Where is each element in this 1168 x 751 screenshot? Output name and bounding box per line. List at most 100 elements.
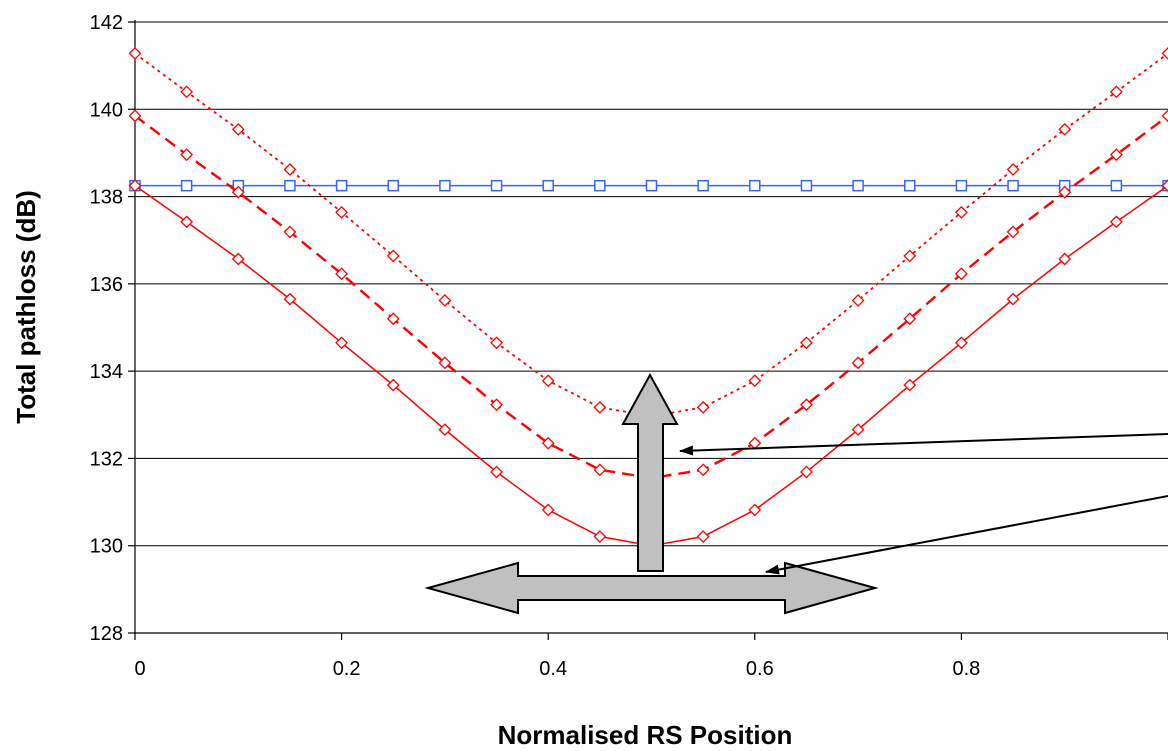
series-3-point-16 (954, 205, 968, 219)
series-2-point-9 (593, 463, 607, 477)
series-2-point-2 (231, 185, 245, 199)
series-1-point-1 (180, 215, 194, 229)
series-1-point-16 (954, 336, 968, 350)
series-1-point-3 (283, 292, 297, 306)
series-2-point-17 (1006, 225, 1020, 239)
series-1-point-17 (1006, 292, 1020, 306)
series-2-point-8 (541, 436, 555, 450)
series-3-point-17 (1006, 163, 1020, 176)
series-0-point-1 (180, 179, 193, 192)
block-arrow-left-right (424, 561, 879, 615)
series-0-point-16 (955, 179, 968, 192)
series-2-point-14 (851, 356, 865, 370)
series-1-point-9 (593, 530, 607, 543)
series-0-point-17 (1007, 179, 1019, 192)
series-1-point-4 (335, 336, 349, 350)
y-tick-label-6: 140 (90, 99, 123, 121)
series-3-point-12 (748, 374, 762, 388)
x-tick-label-4: 0.8 (952, 658, 980, 680)
series-3-point-8 (541, 374, 555, 388)
x-tick-label-0: 0 (134, 658, 145, 680)
series-3-point-5 (386, 249, 400, 263)
series-2-point-20 (1161, 109, 1168, 123)
series-2-point-19 (1109, 148, 1123, 162)
series-2-point-3 (283, 225, 297, 239)
series-0-point-13 (800, 179, 813, 192)
block-arrow-up (621, 372, 679, 572)
series-1-point-8 (541, 503, 555, 517)
x-tick-label-1: 0.2 (333, 658, 361, 680)
series-2-point-1 (180, 148, 194, 162)
y-tick-label-1: 130 (90, 536, 123, 558)
series-0-point-12 (749, 179, 761, 192)
y-tick-label-7: 142 (90, 12, 123, 34)
series-2-point-16 (954, 267, 968, 281)
series-3-point-20 (1161, 47, 1168, 60)
series-0-point-11 (697, 179, 709, 192)
y-tick-label-0: 128 (90, 623, 123, 645)
series-3-point-7 (490, 336, 503, 350)
series-0-point-5 (387, 179, 399, 192)
series-0-point-14 (852, 179, 864, 192)
series-1-point-12 (748, 503, 762, 517)
series-2-point-13 (800, 398, 813, 412)
series-1-point-15 (903, 378, 917, 392)
y-axis-title: Total pathloss (dB) (11, 190, 41, 424)
series-1-point-14 (851, 423, 865, 437)
series-3-point-3 (283, 163, 297, 176)
series-0-point-10 (645, 179, 658, 192)
series-3-point-15 (903, 249, 917, 263)
series-1-point-20 (1161, 179, 1168, 193)
series-2-point-7 (490, 398, 503, 412)
series-1-point-11 (696, 530, 710, 543)
series-0-point-19 (1110, 179, 1123, 192)
series-2-point-12 (748, 436, 762, 450)
series-3-point-1 (180, 85, 194, 99)
series-1-point-13 (800, 465, 813, 479)
grid-lines (135, 21, 1168, 547)
series-2-point-5 (386, 312, 400, 326)
series-1-point-7 (490, 465, 503, 479)
series-0-point-9 (594, 179, 606, 192)
series-3-point-2 (231, 122, 245, 136)
series-0-point-7 (490, 179, 503, 192)
series-1-point-2 (231, 252, 245, 266)
series-3-point-9 (593, 400, 607, 414)
series-3-point-14 (851, 294, 865, 307)
series-3-point-11 (696, 400, 710, 414)
series-3-point-19 (1109, 85, 1123, 99)
x-tick-label-3: 0.6 (746, 658, 774, 680)
series-2-point-4 (335, 267, 349, 281)
x-tick-label-2: 0.4 (539, 658, 567, 680)
y-tick-label-5: 138 (90, 187, 123, 209)
pointer-arrow-upper (679, 433, 1168, 456)
series-2-point-0 (128, 109, 142, 123)
pointer-arrow-lower (765, 495, 1168, 575)
series-2-point-11 (696, 463, 710, 477)
series-3-point-0 (128, 47, 142, 60)
series-2-point-6 (438, 356, 452, 370)
series-1-point-18 (1058, 252, 1072, 266)
series-0-point-4 (335, 179, 348, 192)
y-tick-label-4: 136 (90, 274, 123, 296)
series-0-point-15 (904, 179, 916, 192)
series-3-point-6 (438, 294, 452, 307)
series-1-point-0 (128, 179, 142, 193)
series-3-point-4 (335, 205, 349, 219)
series-1-point-5 (386, 378, 400, 392)
y-tick-label-3: 134 (90, 361, 123, 383)
series-2-point-15 (903, 312, 917, 326)
series-0-point-6 (439, 179, 451, 192)
series-0-point-3 (284, 179, 296, 192)
x-axis-title: Normalised RS Position (498, 720, 793, 750)
series-0 (129, 179, 1168, 192)
series-3-point-18 (1058, 122, 1072, 136)
series-1-point-6 (438, 423, 452, 437)
series-2-point-18 (1058, 185, 1072, 199)
series-1-point-19 (1109, 215, 1123, 229)
annotations (424, 372, 1168, 615)
series-3-point-13 (800, 336, 813, 350)
series-0-point-8 (542, 179, 554, 192)
